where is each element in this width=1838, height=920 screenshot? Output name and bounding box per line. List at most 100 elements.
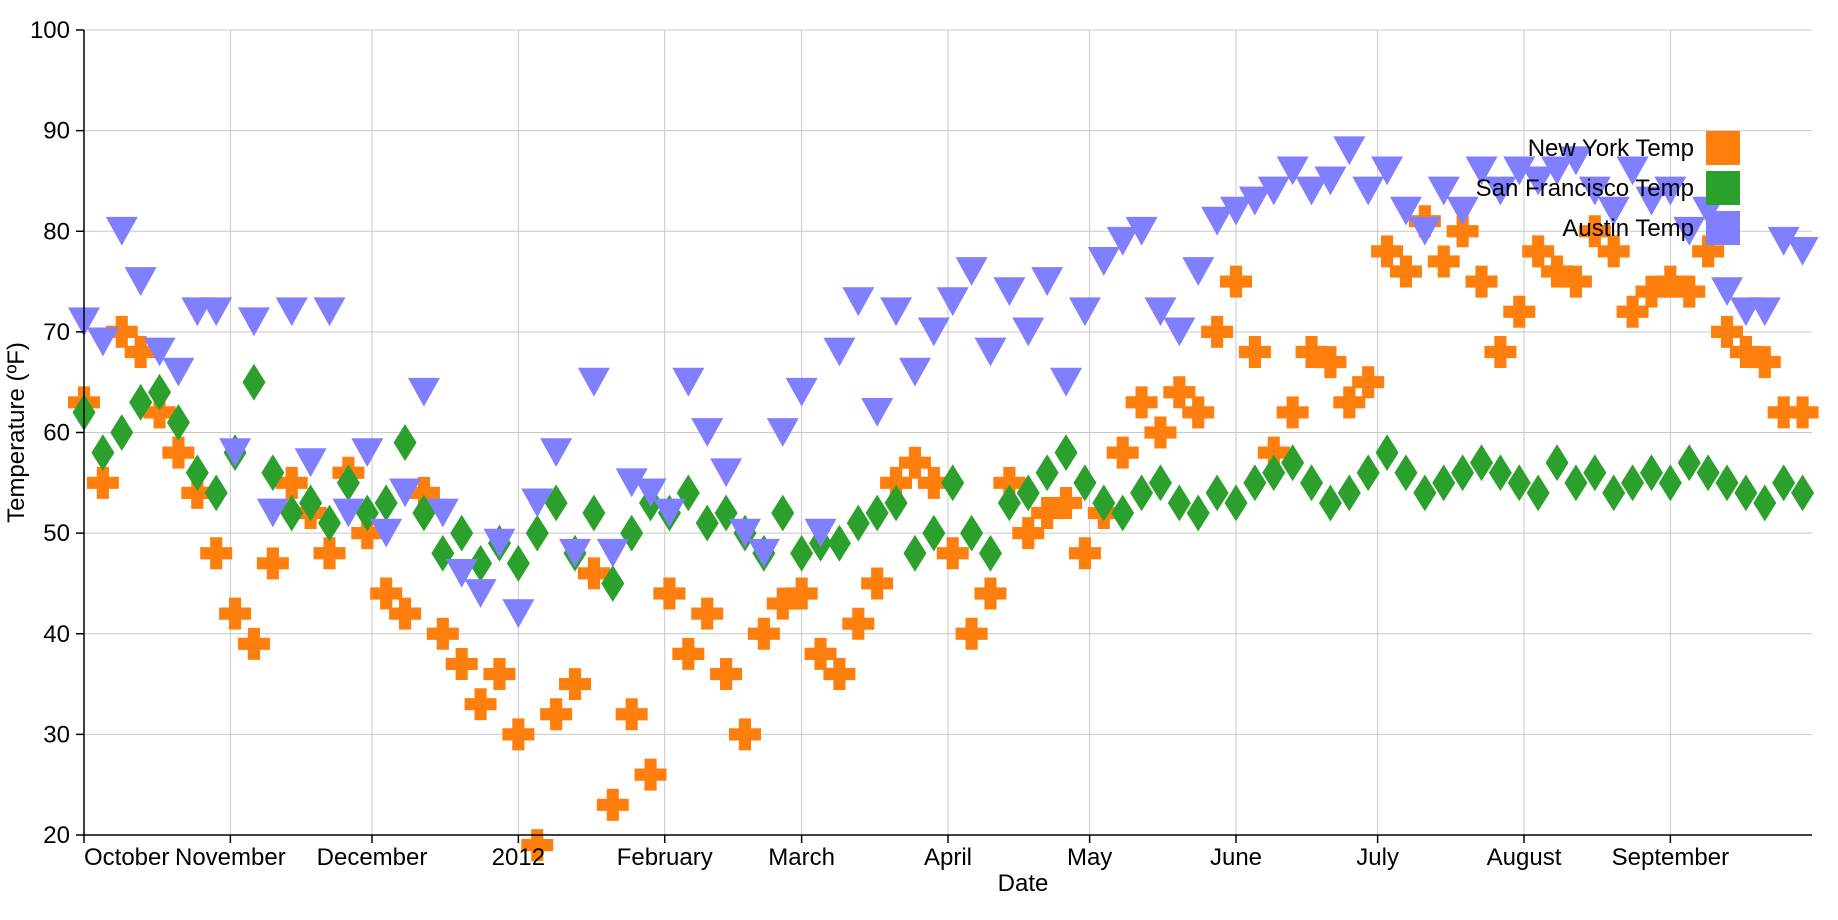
data-point [1106,226,1139,256]
data-point [521,829,554,862]
data-point [974,337,1007,367]
data-point [1635,186,1668,216]
data-point [1257,436,1290,469]
data-point [804,637,837,670]
data-point [129,383,153,421]
data-point [370,577,403,610]
data-point [634,758,667,791]
x-tick-label: July [1356,844,1399,871]
data-point [1281,444,1305,482]
data-point [1314,166,1347,196]
data-point [1711,277,1744,307]
data-point [1031,497,1064,529]
data-point [1564,464,1588,502]
data-point [804,518,837,548]
data-point [351,517,384,550]
data-point [582,494,606,532]
data-point [842,607,875,640]
data-point [200,297,233,327]
data-point [1087,247,1120,276]
data-point [1262,454,1286,492]
data-point [695,504,719,542]
data-point [1389,196,1422,226]
data-point [355,494,379,532]
data-point [1469,444,1494,482]
data-point [1130,474,1154,512]
data-point [615,698,648,731]
data-point [1545,444,1569,482]
data-point [124,336,157,368]
data-point [1559,265,1592,298]
x-tick-label: December [317,844,428,871]
data-point [880,466,913,499]
data-point [861,397,894,427]
data-point [1333,136,1366,166]
data-point [317,504,342,542]
data-point [1748,297,1781,327]
data-point [1352,176,1385,206]
data-point [898,446,931,479]
series-austin-temp [68,136,1819,629]
data-point [823,337,856,367]
data-point [728,518,761,548]
x-tick-label: October [84,844,169,871]
data-point [676,474,700,512]
data-point [256,547,289,580]
data-point [237,627,270,660]
data-point [162,357,195,387]
data-point [1167,484,1191,522]
data-point [1583,454,1607,492]
data-point [1673,275,1706,308]
data-point [710,458,743,488]
series-san-francisco-temp [72,363,1815,602]
legend-label: San Francisco Temp [1476,175,1694,202]
data-point [960,514,984,552]
data-point [1144,416,1177,449]
data-point [1446,196,1479,226]
data-point [728,718,761,751]
data-point [525,514,549,552]
data-point [1238,186,1271,216]
y-tick-label: 80 [43,218,70,245]
data-point [464,688,497,721]
data-point [1658,464,1682,502]
data-point [846,504,870,542]
data-point [219,438,252,468]
data-point [313,297,346,327]
data-point [1484,336,1517,368]
data-point [559,538,592,568]
data-point [407,377,440,407]
data-point [1522,235,1555,268]
data-point [1050,486,1083,519]
data-point [1318,484,1342,522]
gridlines [83,29,1812,836]
y-tick-label: 20 [43,822,70,849]
data-point [1295,336,1328,368]
data-point [1205,474,1229,512]
data-point [86,466,119,499]
y-tick-label: 30 [43,721,70,748]
y-tick-label: 70 [43,319,70,346]
data-point [1488,454,1512,492]
data-point [299,484,323,522]
data-point [1465,265,1498,298]
data-point [1729,336,1762,368]
data-point [148,373,172,411]
data-point [1035,454,1059,492]
data-point [124,267,157,296]
data-point [1148,464,1172,502]
data-point [1092,484,1116,522]
data-point [747,617,780,650]
data-point [1220,265,1252,298]
data-point [1616,156,1649,186]
data-point [544,484,568,522]
data-point [407,476,440,509]
data-point [1578,176,1611,206]
data-point [1696,454,1720,492]
data-point [181,476,214,509]
data-point [1125,216,1158,246]
data-point [1578,215,1611,248]
data-point [294,448,327,478]
data-point [1522,166,1555,196]
